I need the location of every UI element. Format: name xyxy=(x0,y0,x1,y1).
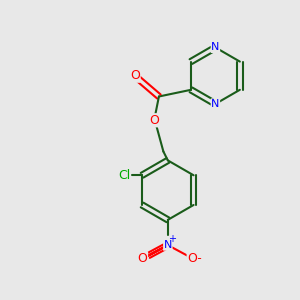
Text: O-: O- xyxy=(187,252,202,265)
Text: N: N xyxy=(211,99,220,109)
Text: N: N xyxy=(211,43,220,52)
Text: N: N xyxy=(164,240,172,250)
Text: O: O xyxy=(130,69,140,82)
Text: O: O xyxy=(138,252,148,265)
Text: O: O xyxy=(149,114,159,127)
Text: Cl: Cl xyxy=(118,169,130,182)
Text: +: + xyxy=(168,234,176,244)
